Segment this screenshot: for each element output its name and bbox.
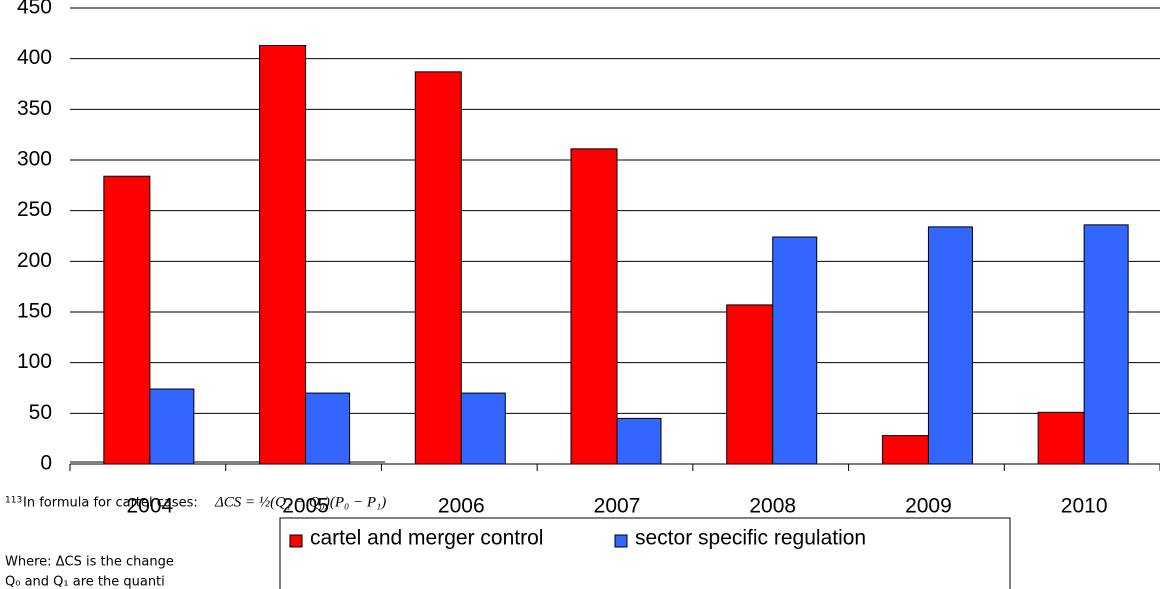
legend-label: sector specific regulation	[635, 527, 866, 550]
y-tick-label: 400	[17, 46, 52, 69]
y-tick-label: 50	[29, 401, 52, 424]
bar	[570, 148, 618, 465]
legend-label: cartel and merger control	[310, 527, 543, 550]
bar	[1083, 224, 1129, 465]
footnote-intro: In formula for cartel cases:	[23, 496, 198, 511]
bar	[460, 392, 506, 465]
bar	[149, 388, 195, 465]
bar	[305, 392, 351, 465]
bar	[616, 417, 662, 465]
bar	[772, 236, 818, 465]
legend-box	[279, 517, 1011, 589]
x-tick-label: 2004	[126, 495, 173, 518]
bar	[881, 435, 929, 465]
footnote-line: Q₀ and Q₁ are the quanti	[5, 575, 165, 589]
y-tick-label: 450	[17, 0, 52, 19]
x-tick-label: 2009	[905, 495, 952, 518]
x-tick-label: 2008	[749, 495, 796, 518]
bar	[927, 226, 973, 465]
footnote-number: 113	[5, 496, 22, 506]
legend-swatch	[289, 534, 303, 548]
bar	[726, 304, 774, 465]
footnote-formula: ΔCS = ½(Q₁ − Q₀)(P₀ − P₁)	[214, 494, 386, 510]
x-tick-label: 2007	[594, 495, 641, 518]
y-tick-label: 250	[17, 198, 52, 221]
y-tick-label: 350	[17, 97, 52, 120]
y-tick-label: 0	[40, 452, 52, 475]
footnote-line: Where: ΔCS is the change	[5, 555, 174, 570]
y-tick-label: 200	[17, 249, 52, 272]
x-tick-label: 2010	[1061, 495, 1108, 518]
x-tick-label: 2006	[438, 495, 485, 518]
bar	[103, 175, 151, 465]
y-tick-label: 150	[17, 300, 52, 323]
y-tick-label: 100	[17, 350, 52, 373]
x-tick-label: 2005	[282, 495, 329, 518]
y-tick-label: 300	[17, 148, 52, 171]
bar	[1037, 411, 1085, 465]
legend-swatch	[614, 534, 628, 548]
bar	[414, 71, 462, 465]
bar	[259, 44, 307, 465]
